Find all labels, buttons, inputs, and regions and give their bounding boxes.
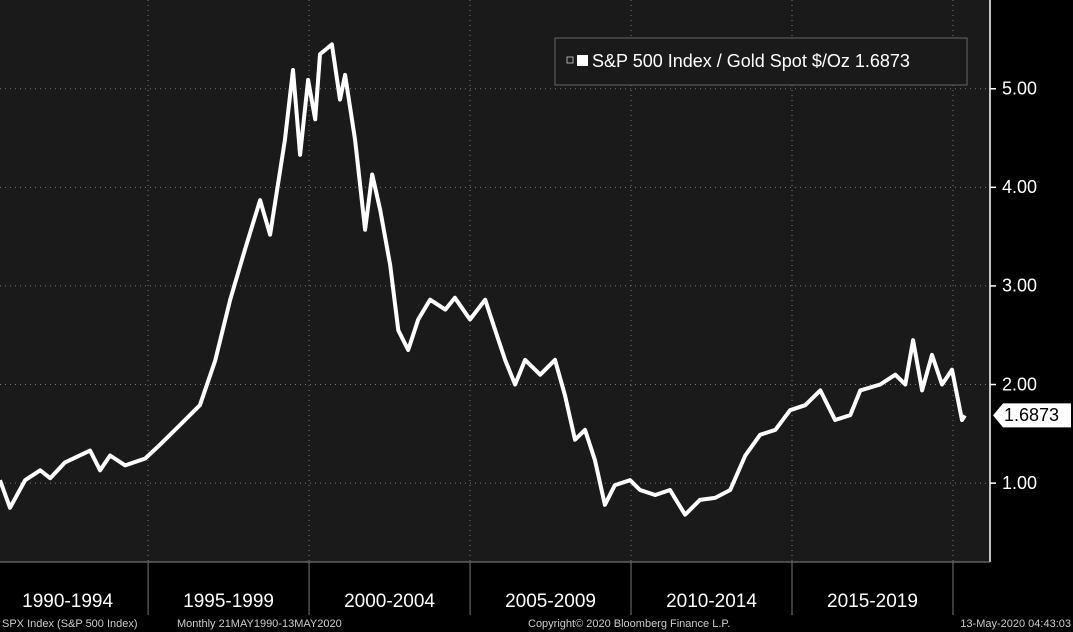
plot-area — [0, 0, 990, 562]
x-tick-label: 2010-2014 — [666, 591, 757, 612]
x-tick-label: 1990-1994 — [22, 591, 113, 612]
x-tick-label: 1995-1999 — [183, 591, 274, 612]
y-tick-label: 1.00 — [1002, 473, 1037, 493]
y-tick-label: 5.00 — [1002, 78, 1037, 98]
marks — [0, 42, 967, 517]
footer-range: Monthly 21MAY1990-13MAY2020 — [177, 618, 342, 630]
line-series — [0, 42, 967, 517]
x-tick-label: 2015-2019 — [827, 591, 918, 612]
y-tick-label: 2.00 — [1002, 374, 1037, 394]
legend-label: S&P 500 Index / Gold Spot $/Oz 1.6873 — [592, 51, 910, 71]
legend-swatch — [577, 55, 588, 66]
x-axis-area — [0, 562, 1073, 615]
last-value-tag — [993, 403, 1071, 428]
legend: S&P 500 Index / Gold Spot $/Oz 1.6873 — [554, 37, 968, 86]
footer-copyright: Copyright© 2020 Bloomberg Finance L.P. — [528, 618, 730, 630]
legend-toggle — [566, 56, 574, 64]
y-axis-area — [990, 0, 1073, 562]
last-value-label: 1.6873 — [1004, 405, 1059, 425]
footer-security: SPX Index (S&P 500 Index) — [2, 618, 138, 630]
y-tick-label: 4.00 — [1002, 177, 1037, 197]
legend-box — [554, 37, 968, 86]
grid — [0, 0, 990, 562]
x-tick-label: 2000-2004 — [344, 591, 435, 612]
x-tick-label: 2005-2009 — [505, 591, 596, 612]
footer-timestamp: 13-May-2020 04:43:03 — [960, 618, 1071, 630]
y-tick-label: 3.00 — [1002, 276, 1037, 296]
